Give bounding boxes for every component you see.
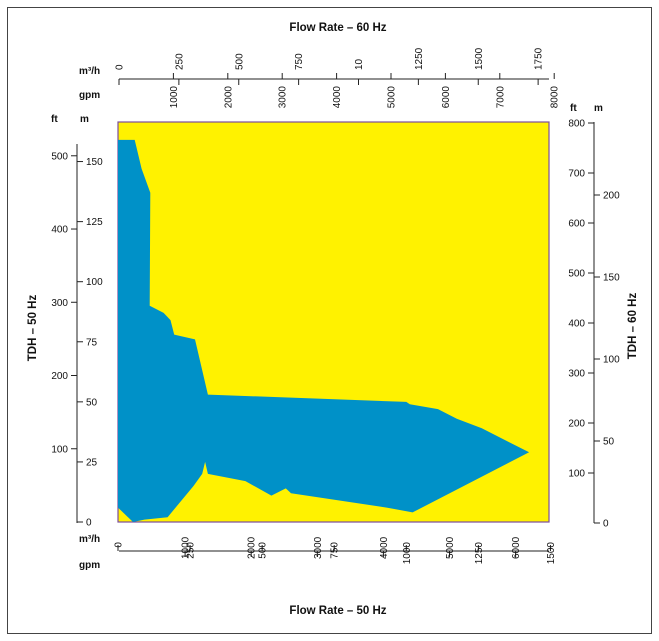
bottom-axis-title: Flow Rate – 50 Hz bbox=[289, 605, 386, 617]
top-m3h-tick-label: 1500 bbox=[474, 47, 485, 70]
top-gpm-tick-label: 1000 bbox=[169, 86, 180, 109]
top-gpm-tick-label: 2000 bbox=[223, 86, 234, 109]
bottom-gpm-tick-label: 4000 bbox=[379, 536, 390, 559]
top-gpm-tick-label: 3000 bbox=[278, 86, 289, 109]
right-m-unit: m bbox=[594, 103, 603, 114]
top-m3h-tick-label: 250 bbox=[174, 53, 185, 70]
left-ft-tick-label: 300 bbox=[51, 298, 68, 309]
right-m-tick-label: 0 bbox=[603, 519, 609, 530]
left-ft-tick-label: 200 bbox=[51, 371, 68, 382]
left-m-tick-label: 50 bbox=[86, 397, 98, 408]
top-gpm-tick-label: 8000 bbox=[550, 86, 561, 109]
right-axis-title: TDH – 60 Hz bbox=[627, 293, 639, 360]
bottom-gpm-tick-label: 3000 bbox=[313, 536, 324, 559]
bottom-m3h-tick-label: 250 bbox=[186, 542, 197, 559]
bottom-gpm-unit: gpm bbox=[79, 560, 100, 571]
right-ft-tick-label: 400 bbox=[568, 319, 585, 330]
bottom-m3h-unit: m³/h bbox=[79, 534, 100, 545]
bottom-gpm-tick-label: 2000 bbox=[247, 536, 258, 559]
bottom-m3h-tick-label: 500 bbox=[258, 542, 269, 559]
top-gpm-tick-label: 6000 bbox=[441, 86, 452, 109]
right-ft-tick-label: 600 bbox=[568, 219, 585, 230]
bottom-m3h-tick-label: 1000 bbox=[402, 542, 413, 565]
top-axis-title: Flow Rate – 60 Hz bbox=[289, 22, 386, 34]
left-m-tick-label: 0 bbox=[86, 518, 92, 529]
top-m3h-tick-label: 1750 bbox=[534, 47, 545, 70]
right-ft-tick-label: 300 bbox=[568, 369, 585, 380]
left-m-tick-label: 25 bbox=[86, 457, 98, 468]
left-m-tick-label: 75 bbox=[86, 337, 98, 348]
top-m3h-tick-label: 500 bbox=[234, 53, 245, 70]
right-ft-unit: ft bbox=[570, 103, 577, 114]
right-m-tick-label: 100 bbox=[603, 355, 620, 366]
top-gpm-tick-label: 7000 bbox=[495, 86, 506, 109]
bottom-m3h-tick-label: 1500 bbox=[546, 542, 557, 565]
left-ft-tick-label: 500 bbox=[51, 151, 68, 162]
left-m-tick-label: 125 bbox=[86, 217, 103, 228]
chart-axes bbox=[71, 73, 600, 557]
bottom-m3h-tick-label: 750 bbox=[330, 542, 341, 559]
right-ft-tick-label: 100 bbox=[568, 469, 585, 480]
bottom-m3h-tick-label: 0 bbox=[114, 542, 125, 548]
right-ft-tick-label: 700 bbox=[568, 169, 585, 180]
chart-frame: 0 250 500 750 10 1250 1500 1750 1000 2000 3000 4000… bbox=[7, 7, 652, 634]
left-axis-title: TDH – 50 Hz bbox=[27, 295, 39, 362]
top-m3h-unit: m³/h bbox=[79, 66, 100, 77]
right-ft-tick-label: 200 bbox=[568, 419, 585, 430]
left-ft-tick-label: 100 bbox=[51, 444, 68, 455]
left-ft-tick-label: 400 bbox=[51, 225, 68, 236]
right-m-tick-label: 50 bbox=[603, 437, 615, 448]
left-m-tick-label: 100 bbox=[86, 277, 103, 288]
left-m-tick-label: 150 bbox=[86, 157, 103, 168]
top-gpm-unit: gpm bbox=[79, 90, 100, 101]
right-ft-tick-label: 500 bbox=[568, 269, 585, 280]
right-m-tick-label: 200 bbox=[603, 191, 620, 202]
left-m-unit: m bbox=[80, 114, 89, 125]
right-ft-tick-label: 800 bbox=[568, 119, 585, 130]
top-m3h-tick-label: 0 bbox=[115, 64, 126, 70]
right-m-tick-label: 150 bbox=[603, 273, 620, 284]
bottom-gpm-tick-label: 1000 bbox=[181, 536, 192, 559]
top-m3h-tick-label: 1250 bbox=[414, 47, 425, 70]
top-gpm-tick-label: 4000 bbox=[332, 86, 343, 109]
left-ft-unit: ft bbox=[51, 114, 58, 125]
bottom-m3h-tick-label: 1250 bbox=[474, 542, 485, 565]
top-gpm-tick-label: 5000 bbox=[387, 86, 398, 109]
top-m3h-tick-label: 10 bbox=[354, 58, 365, 70]
top-m3h-tick-label: 750 bbox=[294, 53, 305, 70]
operating-range-region bbox=[118, 139, 530, 522]
bottom-gpm-tick-label: 6000 bbox=[511, 536, 522, 559]
bottom-gpm-tick-label: 5000 bbox=[445, 536, 456, 559]
